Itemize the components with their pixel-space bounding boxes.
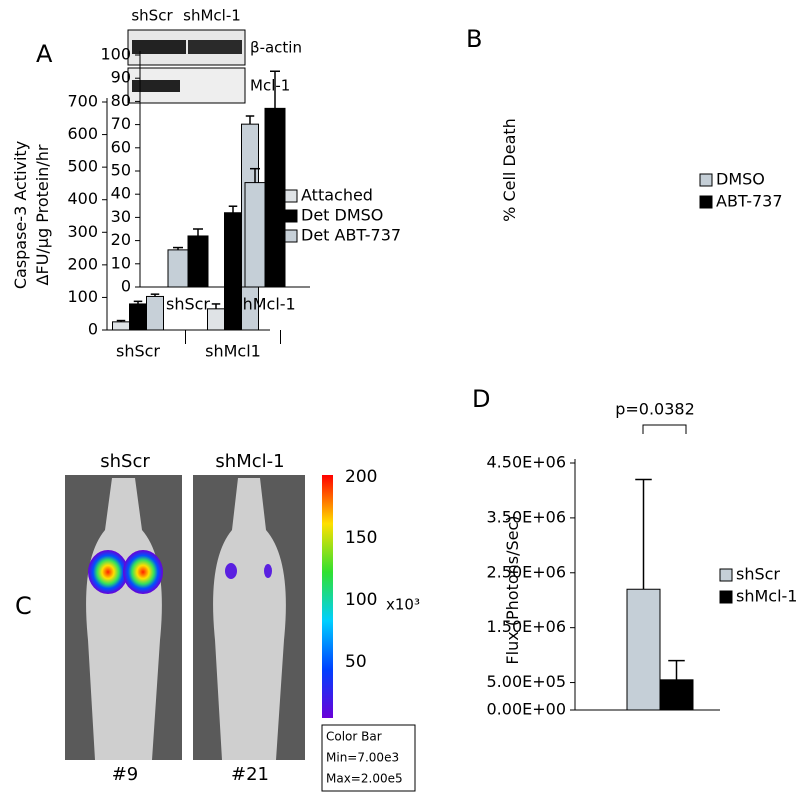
colorbar-tick: 100 (345, 590, 377, 610)
y-tick-label: 5.00E+05 (487, 672, 567, 691)
bar (207, 308, 225, 331)
band-label: β-actin (250, 39, 302, 57)
western-blot: shScr shMcl-1 β-actin Mcl-1 (127, 7, 302, 104)
y-axis-label: Flux (Photons/Sec) (503, 515, 522, 664)
panel-label: B (466, 25, 482, 53)
y-tick-label: 0 (121, 277, 131, 296)
mouse-id: #9 (112, 764, 139, 785)
legend-label: ABT-737 (716, 192, 783, 211)
bar (659, 679, 694, 711)
panel-label: D (472, 385, 490, 413)
y-tick-label: 100 (100, 45, 131, 64)
x-tick-label: shScr (116, 342, 160, 361)
y-axis-label: % Cell Death (500, 118, 519, 222)
y-tick-label: 100 (67, 287, 98, 306)
legend-swatch (699, 173, 713, 187)
y-tick-label: 3.50E+06 (487, 507, 567, 526)
y-tick-label: 60 (111, 137, 131, 156)
y-tick-label: 0 (88, 320, 98, 339)
bar (244, 182, 266, 288)
y-tick-label: 70 (111, 114, 131, 133)
legend-line: Color Bar (326, 730, 382, 744)
legend-label: Det DMSO (301, 206, 383, 225)
band (132, 40, 186, 54)
color-bar (322, 475, 333, 718)
legend-swatch (284, 209, 298, 223)
mouse-id: #21 (231, 764, 269, 785)
bar (112, 321, 130, 331)
bar (264, 107, 286, 288)
significance-bracket (642, 424, 687, 434)
x-tick-label: shMcl-1 (234, 295, 295, 314)
group-label: shMcl-1 (215, 451, 284, 472)
y-tick-label: 700 (67, 92, 98, 111)
y-tick-label: 500 (67, 157, 98, 176)
annotation: p=0.0382 (615, 400, 695, 419)
colorbar-tick: 150 (345, 528, 377, 548)
y-tick-label: 40 (111, 184, 131, 203)
legend-line: Max=2.00e5 (326, 772, 403, 786)
lane-label: shMcl-1 (183, 7, 241, 25)
legend-swatch (719, 568, 733, 582)
y-tick-label: 90 (111, 68, 131, 87)
y-tick-label: 2.50E+06 (487, 562, 567, 581)
legend-swatch (284, 229, 298, 243)
panel-label: C (15, 592, 32, 620)
signal (225, 563, 237, 579)
legend-label: shMcl-1 (736, 587, 797, 606)
y-tick-label: 30 (111, 207, 131, 226)
bar (187, 235, 209, 288)
signal (264, 564, 272, 578)
legend-swatch (719, 590, 733, 604)
bar (167, 249, 189, 288)
colorbar-legend (321, 724, 416, 792)
mouse (213, 478, 286, 760)
mouse (86, 478, 162, 760)
legend-label: Attached (301, 186, 373, 205)
y-axis-label-line: ΔFU/µg Protein/hr (33, 144, 52, 285)
group-label: shScr (100, 451, 150, 472)
y-axis-label-line: Flux (Photons/Sec) (503, 515, 522, 664)
colorbar-unit: x10³ (386, 596, 420, 614)
signal (123, 550, 163, 594)
legend-swatch (699, 195, 713, 209)
y-tick-label: 4.50E+06 (487, 453, 567, 472)
y-tick-label: 0.00E+00 (487, 700, 567, 719)
bar (626, 588, 661, 711)
x-tick-label: shScr (166, 295, 210, 314)
signal (88, 550, 128, 594)
y-tick-label: 20 (111, 230, 131, 249)
y-axis-label-line: Caspase-3 Activity (11, 141, 30, 289)
legend-label: Det ABT-737 (301, 226, 401, 245)
band-label: Mcl-1 (250, 77, 290, 95)
panel-label: A (36, 40, 53, 68)
bar (146, 295, 164, 331)
y-tick-label: 1.50E+06 (487, 617, 567, 636)
band (132, 80, 180, 92)
colorbar-tick: 50 (345, 652, 367, 672)
imaging-panel: C shScr shMcl-1 #9 #21 200 150 100 50 x1… (15, 451, 420, 792)
y-tick-label: 80 (111, 91, 131, 110)
y-tick-label: 400 (67, 189, 98, 208)
legend-label: DMSO (716, 170, 765, 189)
x-tick-label: shMcl1 (205, 342, 261, 361)
y-tick-label: 200 (67, 254, 98, 273)
y-axis-label: Caspase-3 Activity ΔFU/µg Protein/hr (11, 141, 52, 289)
y-tick-label: 300 (67, 222, 98, 241)
band (188, 40, 242, 54)
lane-label: shScr (131, 7, 173, 25)
y-axis-label-line: % Cell Death (500, 118, 519, 222)
bar (129, 303, 147, 331)
legend-swatch (284, 189, 298, 203)
y-tick-label: 600 (67, 124, 98, 143)
legend-label: shScr (736, 565, 780, 584)
legend-line: Min=7.00e3 (326, 751, 399, 765)
colorbar-tick: 200 (345, 467, 377, 487)
y-tick-label: 50 (111, 161, 131, 180)
y-tick-label: 10 (111, 253, 131, 272)
